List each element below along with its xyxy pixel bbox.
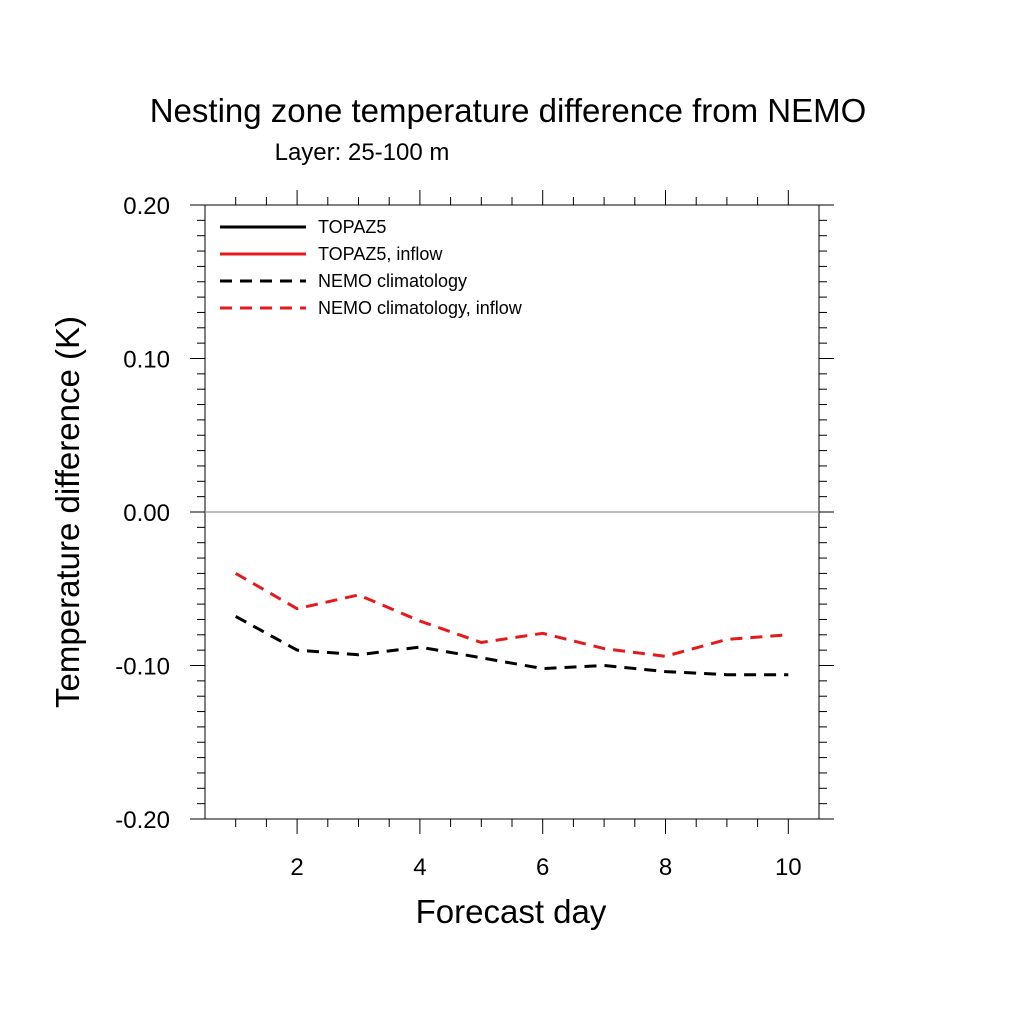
x-tick-label: 8 [659,854,672,881]
legend-label: TOPAZ5 [318,217,386,237]
x-tick-label: 2 [290,854,303,881]
y-tick-label: 0.10 [123,347,170,374]
series-line-nemo-climatology-inflow [234,572,789,658]
x-tick-label: 10 [775,854,802,881]
legend-label: TOPAZ5, inflow [318,244,443,264]
y-tick-label: 0.20 [123,193,170,220]
chart-subtitle: Layer: 25-100 m [275,139,450,166]
legend-label: NEMO climatology, inflow [318,298,523,318]
x-axis-label: Forecast day [416,893,607,930]
tick-labels: 2 4 6 8 10 -0.20 -0.10 0.00 0.10 0.20 [115,193,801,881]
y-tick-label: -0.20 [115,807,170,834]
x-tick-label: 4 [413,854,426,881]
y-tick-label: 0.00 [123,500,170,527]
chart-title: Nesting zone temperature difference from… [150,92,867,129]
legend-label: NEMO climatology [318,271,467,291]
series-lines [234,572,789,677]
legend: TOPAZ5 TOPAZ5, inflow NEMO climatology NEMO… [220,217,523,318]
axis-ticks [190,190,834,834]
y-axis-label: Temperature difference (K) [49,316,86,708]
series-line-nemo-climatology [234,615,789,677]
x-tick-label: 6 [536,854,549,881]
y-tick-label: -0.10 [115,654,170,681]
